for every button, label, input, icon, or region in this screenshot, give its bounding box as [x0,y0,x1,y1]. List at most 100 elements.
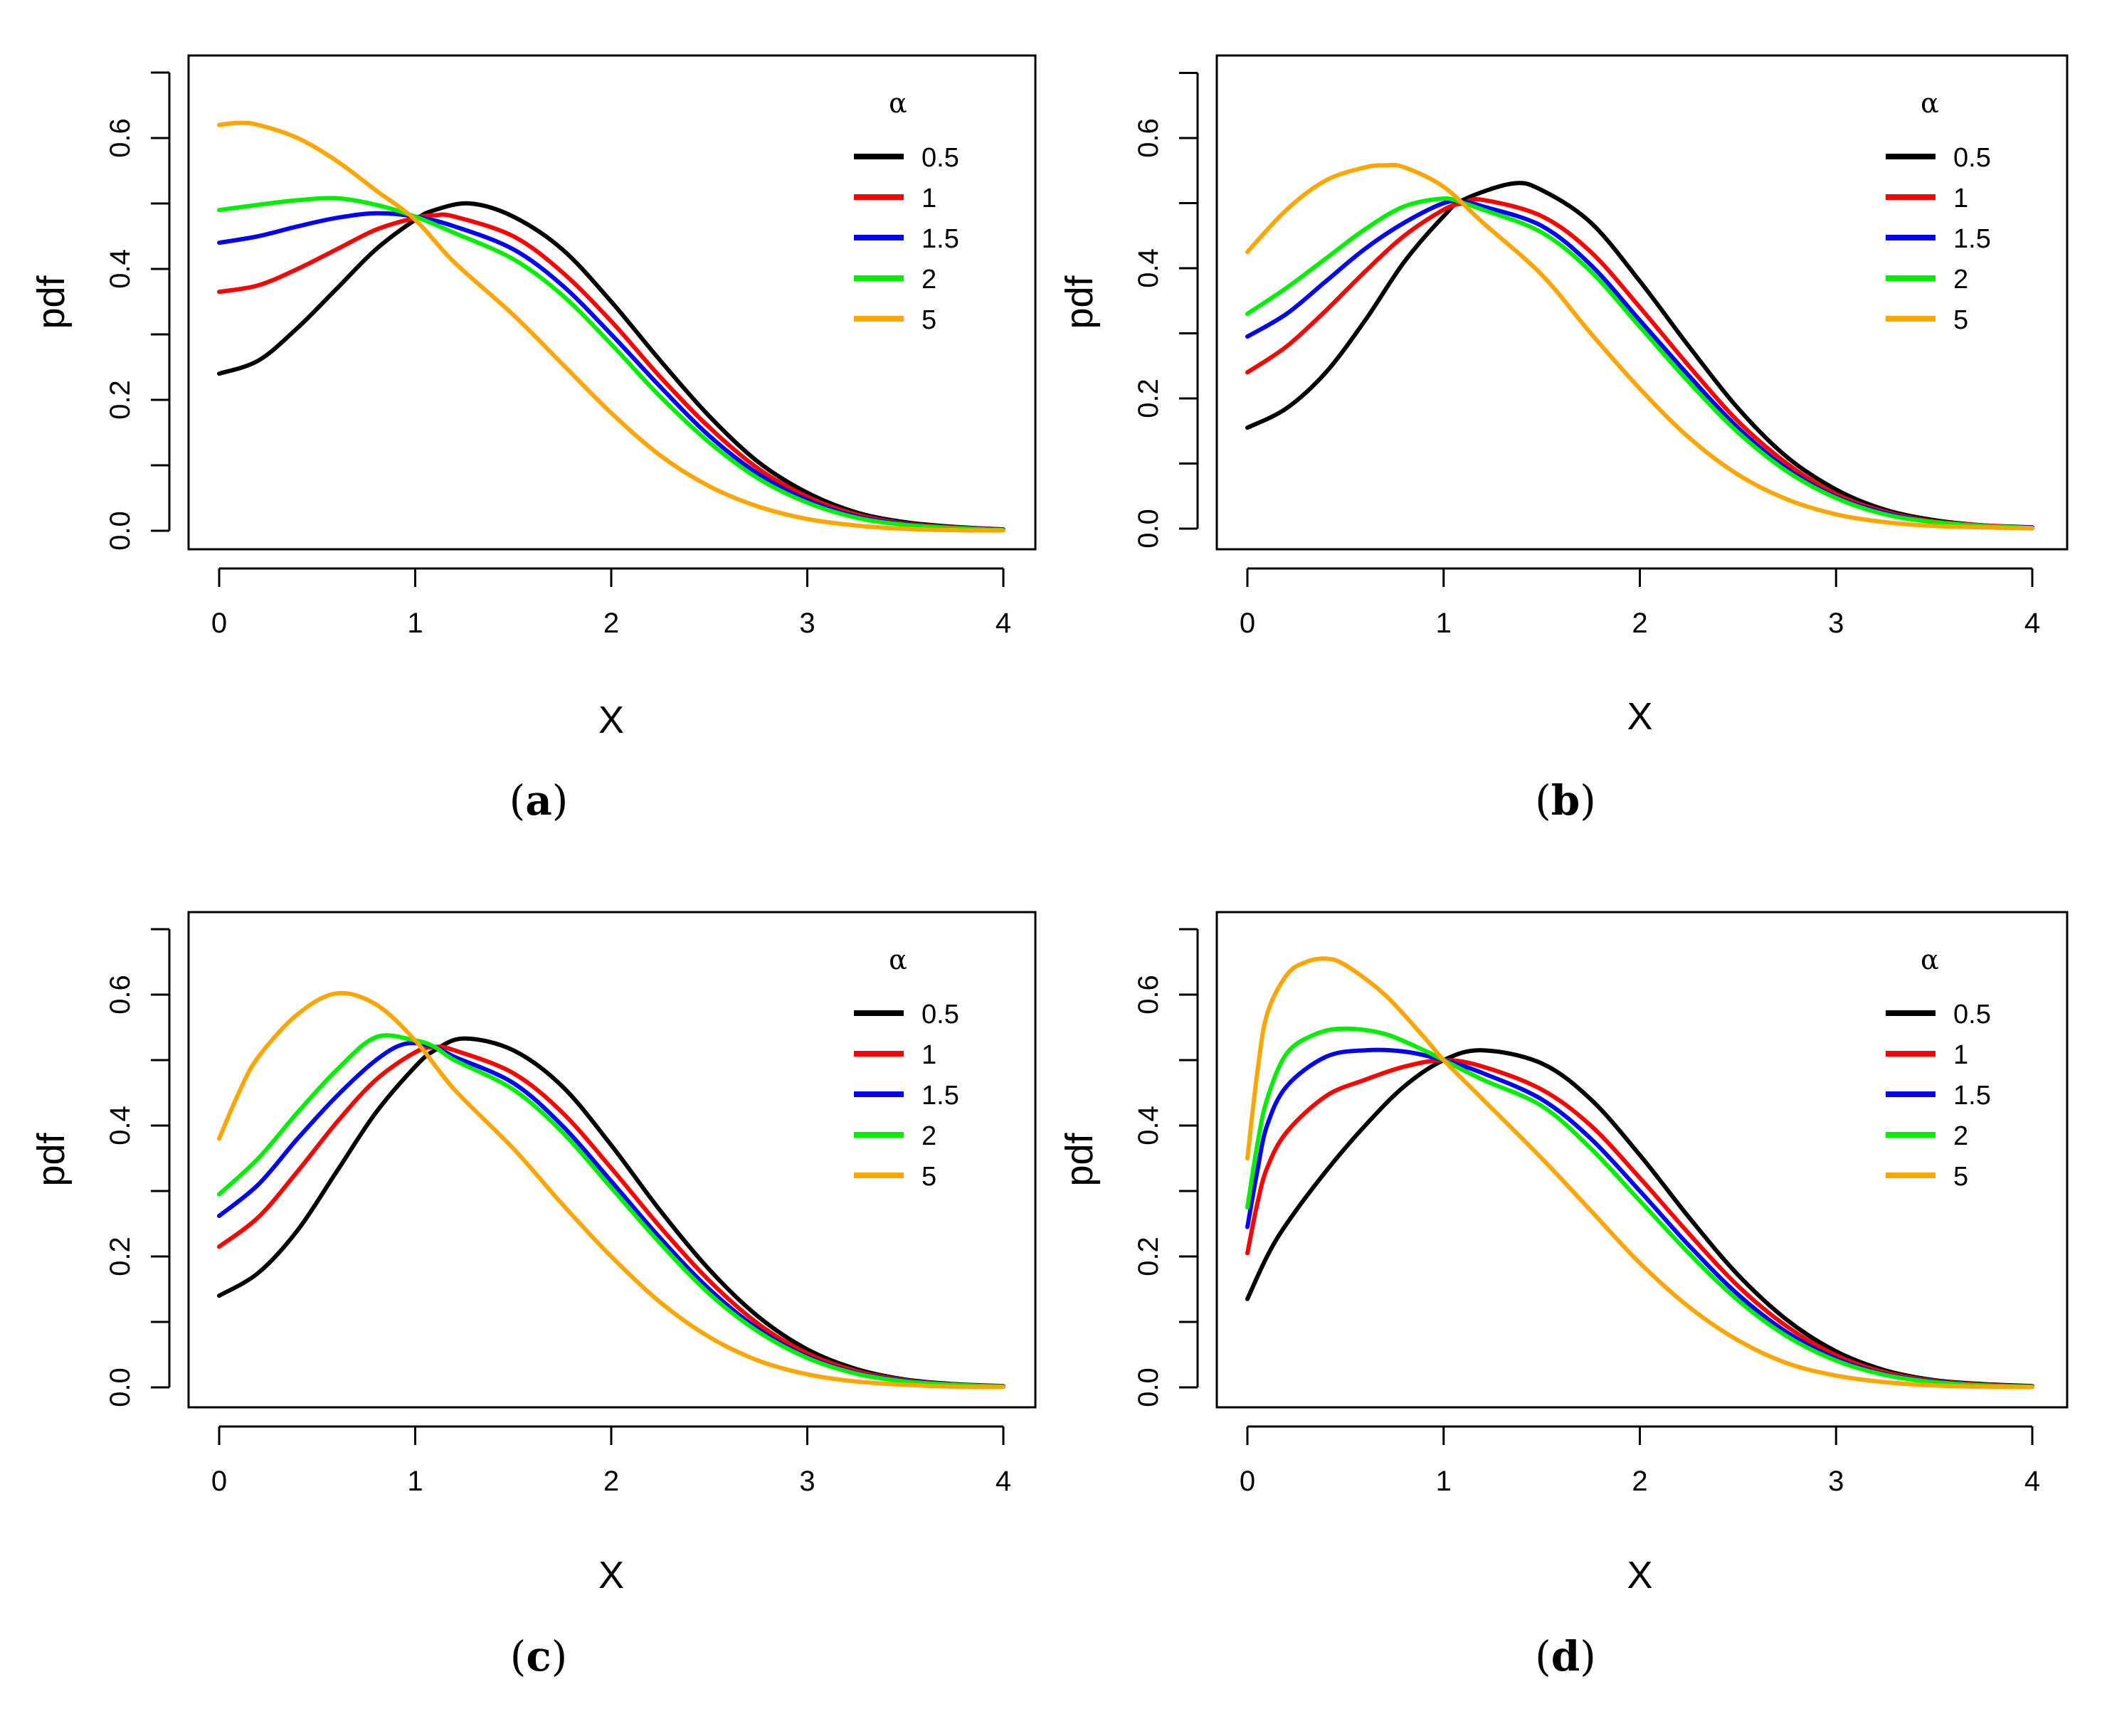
x-tick-label: 0 [1240,608,1255,639]
series-line-alpha-2 [217,1033,1005,1390]
legend-label-alpha-5: 5 [922,1162,936,1192]
x-tick-label: 3 [1828,1466,1844,1497]
legend-title: α [1921,88,1939,119]
legend-label-alpha-1.5: 1.5 [922,224,959,254]
legend-label-alpha-2: 2 [1953,265,1968,295]
y-tick-label: 0.0 [105,1367,136,1407]
legend-label-alpha-1: 1 [922,1040,936,1070]
x-tick-label: 3 [799,608,815,639]
x-tick-label: 2 [1632,1466,1647,1497]
legend-label-alpha-1: 1 [922,184,936,213]
y-tick-label: 0.2 [105,1237,136,1276]
panel-label: (d) [1535,1632,1596,1681]
y-axis-title: pdf [30,275,73,329]
legend-label-alpha-0.5: 0.5 [1953,143,1991,173]
panel-label: (b) [1535,776,1596,825]
panel-label-letter: c [526,1632,551,1681]
plot-frame [187,911,1037,1409]
x-axis-title: X [1627,695,1652,738]
y-tick-label: 0.2 [105,380,136,420]
series-line-alpha-5 [1245,956,2034,1390]
series-line-alpha-1.5 [217,211,1005,532]
legend-label-alpha-5: 5 [922,305,936,335]
legend-label-alpha-2: 2 [922,265,936,295]
legend-label-alpha-1: 1 [1953,1040,1968,1070]
series-line-alpha-5 [1245,162,2034,531]
y-tick-label: 0.4 [105,1106,136,1145]
panel-label-open-paren: ( [510,1632,527,1681]
panel-label-open-paren: ( [1535,776,1551,825]
legend-label-alpha-2: 2 [1953,1121,1968,1151]
legend-label-alpha-0.5: 0.5 [1953,1000,1991,1030]
y-tick-label: 0.0 [105,511,136,551]
panel-label-letter: b [1551,776,1580,825]
y-tick-label: 0.4 [105,249,136,289]
series-line-alpha-5 [217,120,1005,533]
legend-title: α [889,88,907,119]
series-line-alpha-1 [217,212,1005,532]
x-tick-label: 1 [407,608,423,639]
x-tick-label: 2 [603,1466,619,1497]
y-axis-title: pdf [1058,1132,1101,1186]
legend-label-alpha-5: 5 [1953,305,1968,335]
legend-label-alpha-1.5: 1.5 [1953,224,1991,254]
x-tick-label: 3 [799,1466,815,1497]
x-tick-label: 4 [996,608,1011,639]
plot-frame [1215,54,2069,551]
y-tick-label: 0.6 [1133,975,1164,1015]
x-tick-label: 1 [1436,608,1452,639]
legend-title: α [1921,944,1939,975]
x-tick-label: 4 [996,1466,1011,1497]
series-line-alpha-5 [217,990,1005,1390]
panel-label: (c) [510,1632,568,1681]
panel-label-close-paren: ) [1580,1632,1596,1681]
x-tick-label: 0 [1240,1466,1255,1497]
y-tick-label: 0.6 [105,118,136,158]
legend-label-alpha-0.5: 0.5 [922,143,959,173]
x-axis-title: X [1627,1554,1652,1597]
y-tick-label: 0.2 [1133,379,1164,418]
legend-title: α [889,944,907,975]
x-tick-label: 4 [2024,608,2040,639]
x-axis-title: X [598,1554,624,1597]
y-tick-label: 0.0 [1133,1367,1164,1407]
series-line-alpha-0.5 [1245,181,2034,530]
series-line-alpha-1.5 [1245,1047,2034,1390]
legend-label-alpha-1.5: 1.5 [922,1081,959,1111]
legend-label-alpha-5: 5 [1953,1162,1968,1192]
y-axis-title: pdf [1058,275,1101,329]
series-line-alpha-0.5 [1245,1048,2034,1389]
legend-label-alpha-0.5: 0.5 [922,1000,959,1030]
series-line-alpha-2 [217,196,1005,533]
x-tick-label: 2 [603,608,619,639]
plot-frame [187,54,1037,551]
x-tick-label: 1 [407,1466,423,1497]
panel-label-close-paren: ) [552,776,569,825]
panel-label-open-paren: ( [509,776,526,825]
y-tick-label: 0.6 [1133,118,1164,158]
panel-label-letter: d [1551,1632,1580,1681]
x-tick-label: 1 [1436,1466,1452,1497]
series-line-alpha-2 [1245,1026,2034,1390]
y-tick-label: 0.2 [1133,1237,1164,1276]
x-tick-label: 0 [211,1466,227,1497]
panel-label-close-paren: ) [551,1632,568,1681]
x-tick-label: 3 [1828,608,1844,639]
panel-label-close-paren: ) [1580,776,1596,825]
legend-label-alpha-2: 2 [922,1121,936,1151]
series-line-alpha-2 [1245,196,2034,531]
x-tick-label: 0 [211,608,227,639]
y-tick-label: 0.4 [1133,248,1164,288]
y-tick-label: 0.4 [1133,1106,1164,1145]
y-axis-title: pdf [30,1132,73,1186]
legend-label-alpha-1.5: 1.5 [1953,1081,1991,1111]
series-line-alpha-1.5 [1245,199,2034,530]
series-line-alpha-0.5 [217,1036,1005,1389]
series-line-alpha-0.5 [217,201,1005,532]
series-line-alpha-1 [1245,1058,2034,1390]
